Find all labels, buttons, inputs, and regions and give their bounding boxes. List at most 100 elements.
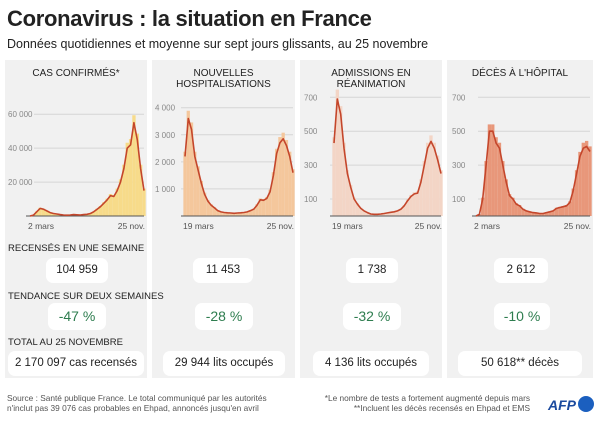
data-bar [102,202,106,216]
afp-logo-dot [578,396,594,412]
data-bar [232,213,236,216]
data-bar [35,211,39,216]
data-bar [514,203,518,216]
y-tick-label: 100 [452,195,466,204]
panel-title: CAS CONFIRMÉS* [32,68,120,79]
data-bar [125,142,129,216]
data-bar [494,137,498,216]
data-bar [551,210,555,216]
deaths-trend-value: -10 % [494,303,550,330]
data-bar [439,170,443,216]
data-bar [271,172,275,216]
data-bar [554,207,559,216]
data-bar [209,204,213,216]
y-tick-label: 2 000 [155,158,176,167]
data-bar [242,212,246,216]
data-bar [219,211,223,216]
data-bar [419,179,423,216]
data-bar [45,210,49,216]
data-bar [38,207,42,216]
y-tick-label: 1 000 [155,185,176,194]
data-bar [544,212,549,216]
data-bar [212,207,217,216]
data-bar [402,205,406,216]
data-bar [491,124,495,216]
data-bar [484,161,488,216]
deaths-week-value: 2 612 [494,258,548,283]
data-bar [435,155,440,216]
data-bar [118,179,123,216]
data-bar [98,205,103,216]
data-bar [196,166,200,216]
data-bar [504,179,508,216]
data-bar [252,208,256,216]
data-bar [275,148,279,216]
deaths-total-value: 50 618** décès [458,351,582,376]
data-bar [481,197,485,216]
footnotes: *Le nombre de tests a fortement augmenté… [325,393,530,413]
data-bar [342,142,346,216]
data-bar [239,212,243,216]
y-tick-label: 4 000 [155,104,176,113]
cases-total-value: 2 170 097 cas recensés [8,351,144,376]
data-bar [379,213,383,216]
data-bar [501,161,505,216]
data-bar [571,188,575,216]
data-bar [245,211,249,216]
hosp-week-value: 11 453 [193,258,253,283]
afp-logo: AFP [548,397,576,413]
moving-average-line [29,121,145,217]
data-bar [258,198,262,216]
data-bar [189,122,194,216]
rea-total-value: 4 136 lits occupés [313,351,429,376]
data-bar [225,212,230,216]
data-bar [339,106,343,216]
data-bar [105,198,109,216]
data-bar [112,194,116,216]
data-bar [578,151,582,216]
data-bar [291,169,295,216]
data-bar [382,213,386,216]
data-bar [527,211,532,216]
data-bar [261,199,266,216]
y-tick-label: 300 [452,161,466,170]
y-tick-label: 300 [304,161,318,170]
data-bar [284,139,289,216]
data-bar [335,89,340,216]
panel-title: ADMISSIONS EN RÉANIMATION [331,68,411,90]
data-bar [548,211,552,216]
data-bar [95,208,99,216]
x-tick-label: 25 nov. [118,221,145,231]
rea-week-value: 1 738 [346,258,398,283]
data-bar [538,213,542,216]
data-bar [359,207,363,216]
data-bar [248,210,253,216]
y-tick-label: 100 [304,195,318,204]
y-tick-label: 700 [304,93,318,102]
data-bar [222,212,226,216]
data-bar [203,192,207,216]
data-bar [183,151,187,216]
data-bar [584,140,589,216]
page-subtitle: Données quotidiennes et moyenne sur sept… [7,37,429,51]
data-bar [41,208,46,216]
week-label: RECENSÉS EN UNE SEMAINE [8,243,145,254]
panel-title: NOUVELLES HOSPITALISATIONS [176,68,271,90]
data-bar [288,151,292,216]
data-bar [507,194,512,216]
x-tick-label: 19 mars [332,221,363,231]
x-tick-label: 2 mars [474,221,500,231]
data-bar [115,188,119,216]
data-bar [409,194,413,216]
data-bar [564,205,569,216]
data-bar [389,211,393,216]
data-bar [558,206,562,216]
data-bar [255,204,259,216]
data-bar [588,146,592,216]
data-bar [487,124,492,216]
x-tick-label: 25 nov. [415,221,442,231]
data-bar [193,151,197,216]
x-tick-label: 25 nov. [564,221,591,231]
data-bar [521,208,525,216]
x-tick-label: 2 mars [28,221,54,231]
